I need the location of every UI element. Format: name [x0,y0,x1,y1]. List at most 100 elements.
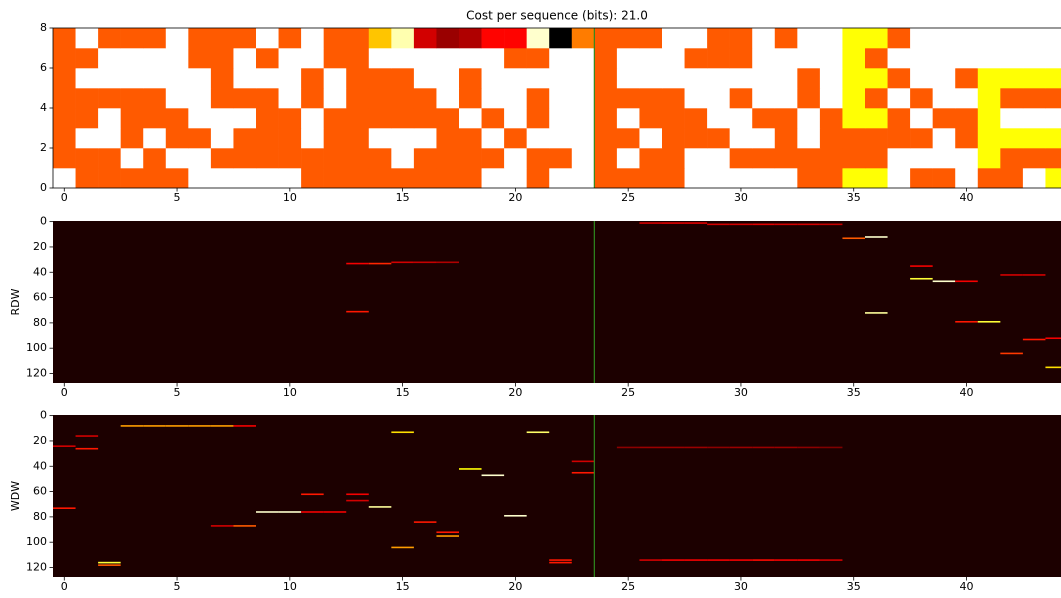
y-tick-label: 60 [33,291,47,304]
heatmap-cell [346,88,370,109]
heatmap-cell [571,128,595,149]
heatmap-cell [639,28,663,49]
heatmap-cell [752,168,776,189]
heatmap-cell [1045,128,1061,149]
heatmap-cell [842,88,866,109]
y-tick-label: 120 [26,561,47,574]
heatmap-cell [98,88,121,109]
heatmap-cell [75,435,99,437]
heatmap-cell [120,68,144,89]
heatmap-cell [53,507,76,509]
heatmap-cell [233,148,257,169]
heatmap-cell [707,28,730,49]
heatmap-cell [75,28,99,49]
heatmap-cell [752,88,776,109]
heatmap-cell [707,128,730,149]
heatmap-cell [368,506,392,508]
heatmap-cell [707,168,730,189]
heatmap-cell [120,128,144,149]
heatmap-cell [819,28,843,49]
y-tick-label: 80 [33,510,47,523]
heatmap-cell [188,425,211,427]
y-tick-label: 40 [33,265,47,278]
heatmap-cell [481,128,505,149]
heatmap-cell [233,88,257,109]
heatmap-cell [368,262,392,265]
heatmap-cell [842,48,866,69]
heatmap-cell [1022,48,1046,69]
heatmap-cell [549,48,573,69]
heatmap-cell [865,168,888,189]
heatmap-cell [436,535,459,537]
heatmap-cell [571,68,595,89]
heatmap-cell [684,48,708,69]
heatmap-cell [662,128,685,149]
heatmap-cell [729,48,753,69]
heatmap-cell [323,88,347,109]
heatmap-cell [616,68,640,89]
heatmap-cell [729,128,753,149]
heatmap-cell [819,88,843,109]
heatmap-cell [977,168,1001,189]
heatmap-cell [323,108,347,129]
heatmap-cell [774,28,798,49]
heatmap-cell [233,425,256,427]
heatmap-cell [549,88,573,109]
heatmap-cell [797,48,821,69]
heatmap-cell [188,108,212,129]
heatmap-cell [391,48,415,69]
heatmap-cell [842,237,865,240]
heatmap-cell [932,280,956,283]
heatmap-cell [256,108,279,129]
heatmap-cell [75,108,99,129]
heatmap-cell [910,48,933,69]
heatmap-cell [368,88,392,109]
heatmap-cell [75,88,99,109]
heatmap-cell [436,28,460,49]
heatmap-cell [1045,48,1061,69]
heatmap-cell [887,68,911,89]
heatmap-cell [436,531,459,534]
x-tick-label: 5 [174,386,181,399]
heatmap-cell [98,168,121,189]
heatmap-cell [797,148,821,169]
heatmap-cell [887,48,911,69]
heatmap-cell [774,68,798,89]
heatmap-cell [955,28,979,49]
heatmap-cell [662,108,685,129]
heatmap-cell [865,28,888,49]
heatmap-cell [143,28,167,49]
heatmap-cell [842,108,866,129]
heatmap-cell [210,48,234,69]
heatmap-cell [662,28,685,49]
heatmap-cell [774,88,798,109]
x-tick-label: 40 [960,580,974,593]
heatmap-cell [120,148,144,169]
heatmap-cell [707,559,730,561]
heatmap-cell [662,168,685,189]
heatmap-cell [662,68,685,89]
heatmap-cell [459,108,482,129]
heatmap-cell [391,28,415,49]
heatmap-cell [639,168,663,189]
x-tick-label: 35 [847,191,861,204]
heatmap-cell [774,446,798,449]
chart-title: Cost per sequence (bits): 21.0 [466,9,648,23]
heatmap-cell [278,88,302,109]
y-tick-label: 6 [40,61,47,74]
heatmap-cell [1022,28,1046,49]
heatmap-cell [842,68,866,89]
heatmap-cell [143,88,167,109]
heatmap-cell [865,68,888,89]
heatmap-cell [301,68,324,89]
heatmap-cell [1000,168,1024,189]
heatmap-cell [842,148,866,169]
heatmap-cell [278,168,302,189]
heatmap-cell [639,108,663,129]
heatmap-cell [955,148,979,169]
heatmap-cell [819,108,843,129]
heatmap-cell [368,48,392,69]
heatmap-cell [639,148,663,169]
heatmap-cell [797,88,821,109]
heatmap-cell [639,559,662,561]
